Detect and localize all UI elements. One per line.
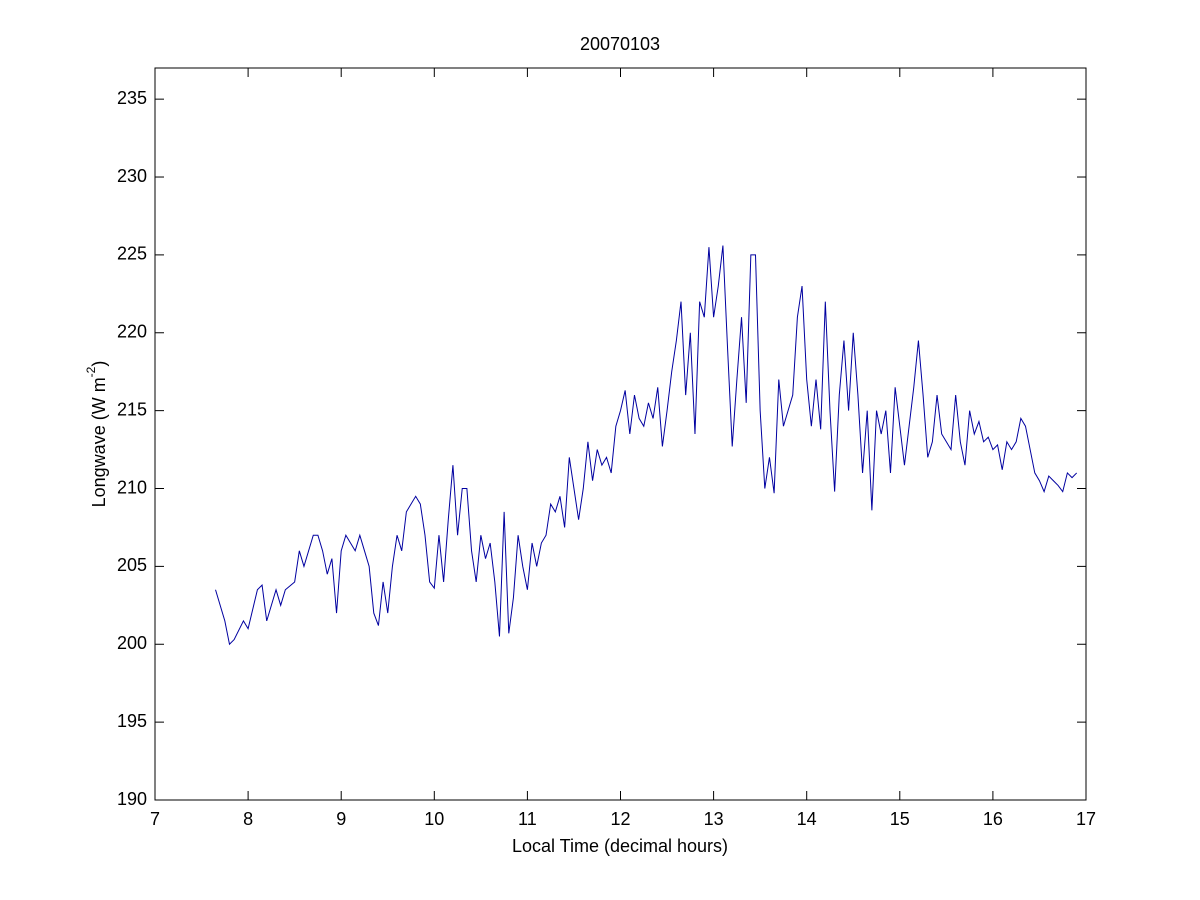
x-tick-label: 7 [150,809,160,829]
x-tick-label: 11 [518,809,537,829]
y-tick-label: 190 [117,789,147,809]
y-tick-label: 215 [117,399,147,419]
y-tick-label: 205 [117,555,147,575]
y-tick-label: 195 [117,711,147,731]
y-axis-label: Longwave (W m-2) [84,361,109,508]
x-tick-label: 15 [890,809,910,829]
y-tick-label: 235 [117,88,147,108]
y-tick-label: 220 [117,322,147,342]
y-tick-label: 230 [117,166,147,186]
y-label-text: Longwave (W m [89,377,109,507]
y-label-close: ) [89,361,109,367]
y-tick-label: 210 [117,477,147,497]
plot-frame [154,67,1087,801]
y-tick-label: 200 [117,633,147,653]
x-tick-label: 10 [424,809,444,829]
x-tick-label: 12 [610,809,630,829]
y-label-superscript: -2 [84,366,98,377]
x-axis-label: Local Time (decimal hours) [512,836,728,856]
x-tick-label: 17 [1076,809,1096,829]
data-line [215,245,1078,646]
chart-title: 20070103 [580,34,660,54]
y-tick-label: 225 [117,244,147,264]
x-tick-label: 16 [983,809,1003,829]
x-tick-label: 8 [243,809,253,829]
x-tick-label: 14 [797,809,817,829]
x-tick-label: 9 [336,809,346,829]
x-tick-label: 13 [704,809,724,829]
